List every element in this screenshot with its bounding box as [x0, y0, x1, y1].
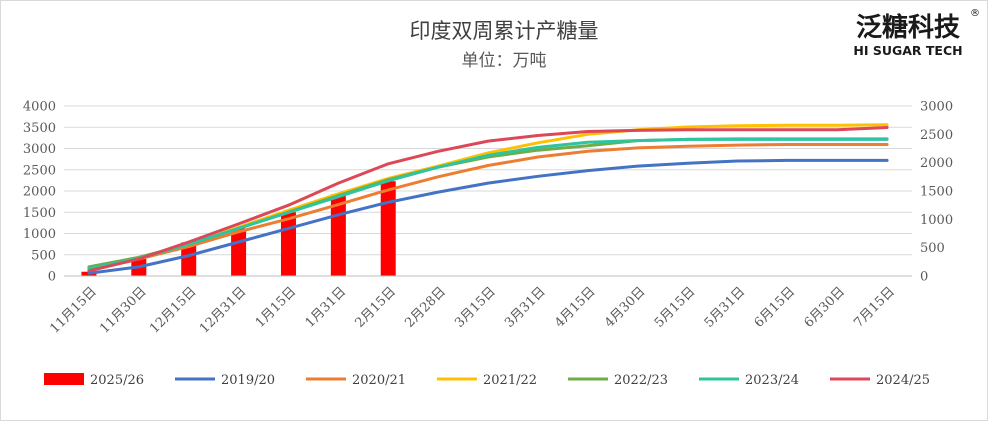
legend-swatch-2025/26 [44, 373, 84, 385]
line-series-layer [87, 123, 889, 275]
legend: 2025/26 2019/20 2020/21 2021/22 2022/23 2023/… [44, 373, 930, 388]
legend-label-2025/26: 2025/26 [90, 373, 144, 388]
series-line-2020/21 [87, 143, 889, 271]
left-axis-tick-label: 2000 [23, 185, 56, 200]
left-axis-tick-label: 3000 [23, 142, 56, 157]
legend-label-2022/23: 2022/23 [614, 373, 668, 388]
left-axis-tick-label: 4000 [23, 100, 56, 115]
right-axis-tick-label: 2500 [920, 128, 953, 143]
logo-cn-text: 泛糖科技 [856, 12, 960, 43]
legend-label-2019/20: 2019/20 [221, 373, 275, 388]
chart-title: 印度双周累计产糖量 [410, 19, 599, 43]
legend-label-2020/21: 2020/21 [352, 373, 406, 388]
logo-reg-mark: ® [970, 8, 980, 19]
left-axis: 0 500 1000 1500 2000 2500 3000 3500 4000 [23, 100, 56, 285]
logo-en-text: HI SUGAR TECH [853, 43, 962, 58]
right-axis-tick-label: 1000 [920, 213, 953, 228]
bar-2025/26-2月15日 [380, 181, 396, 276]
logo: 泛糖科技 ® HI SUGAR TECH [853, 8, 980, 58]
series-line-2024/25 [87, 126, 889, 273]
right-axis-tick-label: 1500 [920, 185, 953, 200]
legend-label-2024/25: 2024/25 [876, 373, 930, 388]
left-axis-tick-label: 500 [31, 248, 56, 263]
series-line-2023/24 [87, 137, 889, 271]
right-axis-tick-label: 0 [920, 270, 928, 285]
series-line-2019/20 [87, 158, 889, 275]
left-axis-tick-label: 1500 [23, 206, 56, 221]
chart-subtitle: 单位：万吨 [462, 51, 547, 71]
bar-2025/26-12月15日 [181, 242, 197, 276]
right-axis: 0 500 1000 1500 2000 2500 3000 [920, 100, 953, 285]
bar-2025/26-12月31日 [231, 228, 247, 276]
left-axis-tick-label: 0 [48, 270, 56, 285]
left-axis-tick-label: 3500 [23, 121, 56, 136]
right-axis-tick-label: 500 [920, 241, 945, 256]
legend-label-2021/22: 2021/22 [483, 373, 537, 388]
right-axis-tick-label: 2000 [920, 156, 953, 171]
left-axis-tick-label: 2500 [23, 163, 56, 178]
legend-label-2023/24: 2023/24 [745, 373, 799, 388]
left-axis-tick-label: 1000 [23, 227, 56, 242]
right-axis-tick-label: 3000 [920, 100, 953, 115]
bar-2025/26-1月15日 [280, 212, 296, 276]
